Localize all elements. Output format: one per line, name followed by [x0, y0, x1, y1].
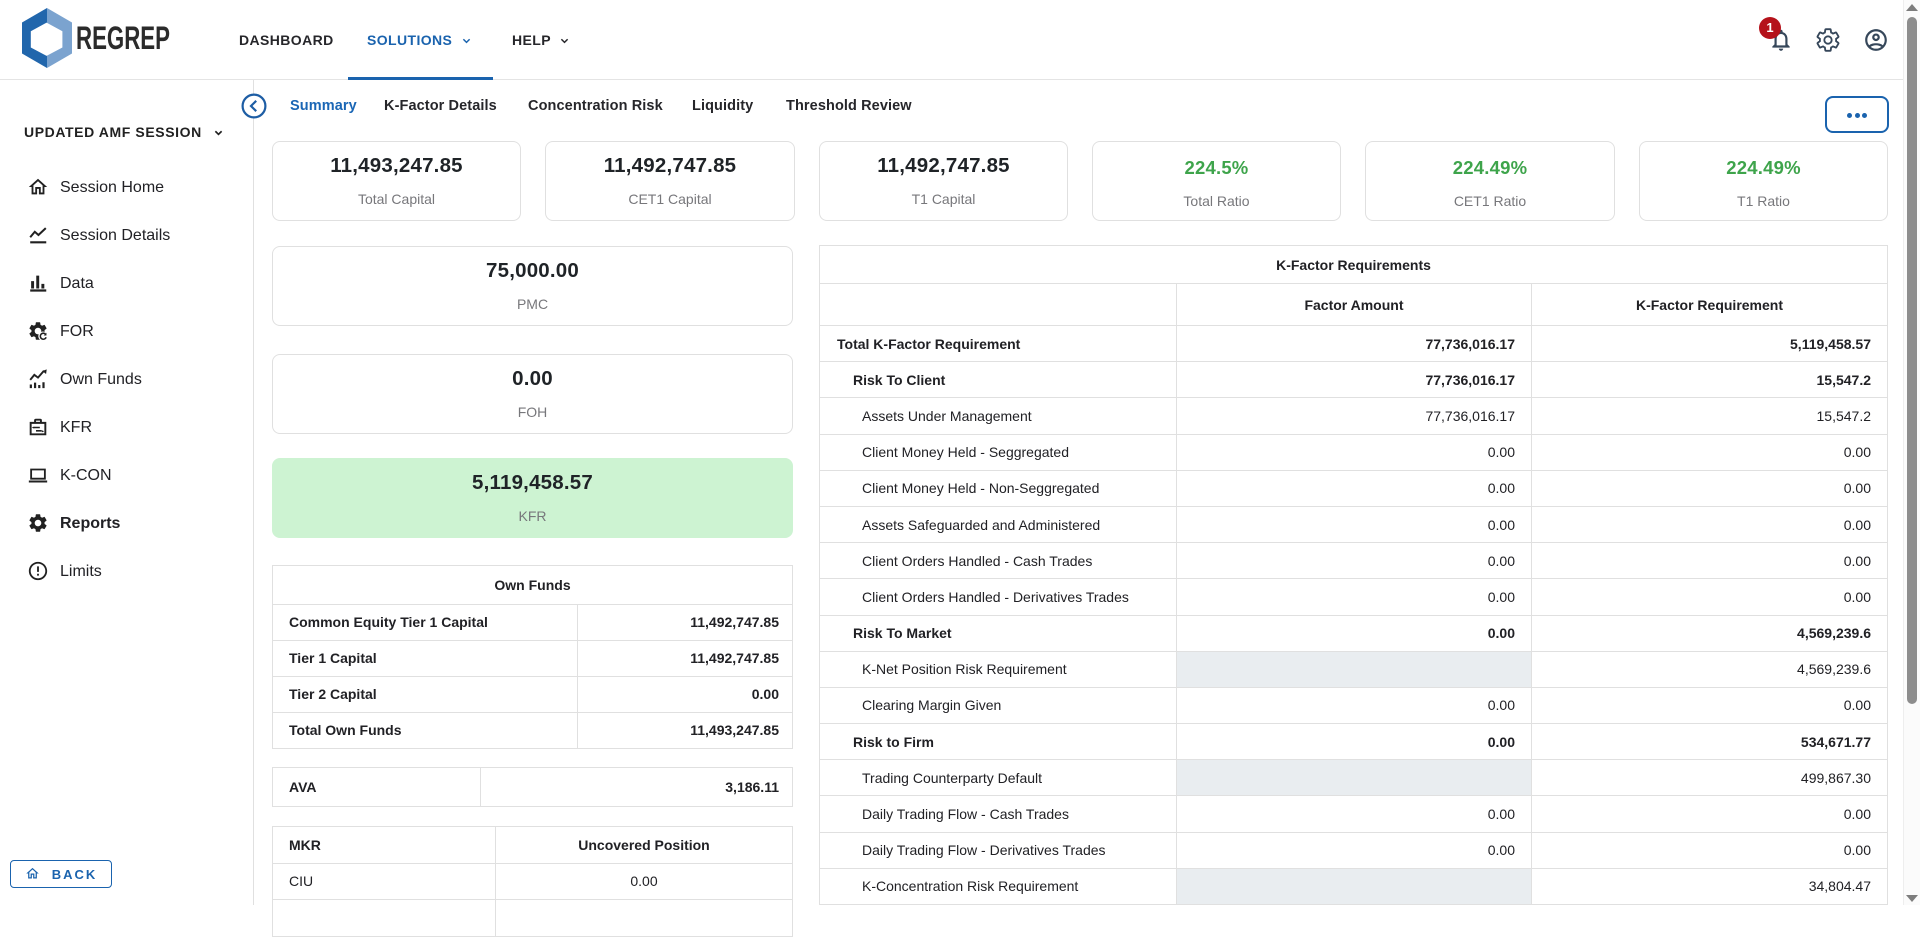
svg-text:REGREP: REGREP — [76, 25, 170, 52]
